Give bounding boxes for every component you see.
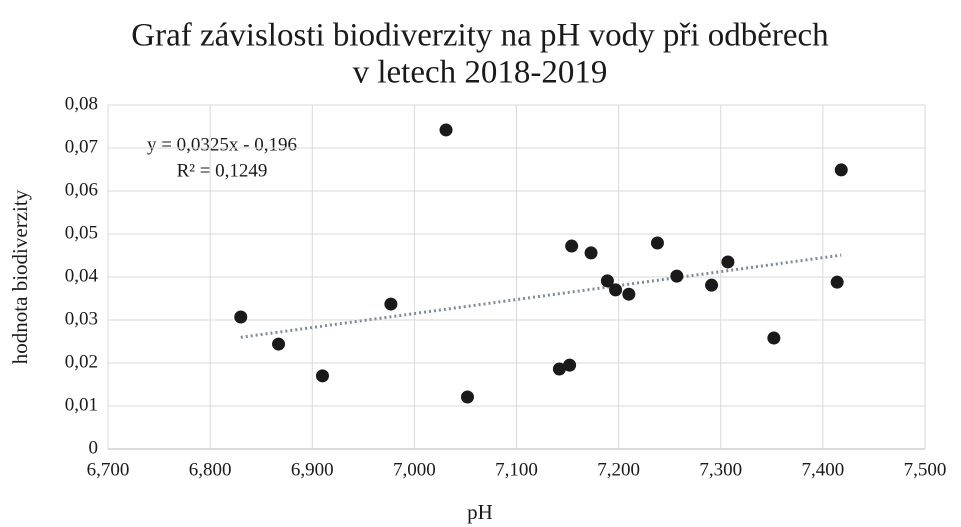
y-tick-label: 0,05 [65,222,98,243]
x-axis-label: pH [467,500,493,524]
point [563,358,577,372]
point [830,275,844,289]
point [234,310,248,324]
x-tick-label: 7,100 [495,459,538,480]
x-tick-label: 7,200 [597,459,640,480]
point [670,269,684,283]
x-tick-label: 6,800 [189,459,232,480]
y-tick-label: 0,03 [65,308,98,329]
y-tick-label: 0,08 [65,93,98,114]
x-tick-label: 6,900 [291,459,334,480]
point [460,390,474,404]
point [272,337,286,351]
x-tick-label: 7,000 [393,459,436,480]
point [584,246,598,260]
point [315,369,329,383]
point [622,287,636,301]
x-tick-label: 7,500 [904,459,947,480]
chart-subtitle: v letech 2018-2019 [353,55,608,91]
y-tick-label: 0,02 [65,351,98,372]
y-tick-label: 0,07 [65,136,98,157]
point [609,283,623,297]
point [565,239,579,253]
y-tick-label: 0,01 [65,394,98,415]
chart-title: Graf závislosti biodiverzity na pH vody … [131,18,829,54]
point [705,278,719,292]
point [767,331,781,345]
point [721,255,735,269]
y-tick-label: 0 [89,437,99,458]
point [552,362,566,376]
y-tick-label: 0,04 [65,265,99,286]
trend-r2: R² = 0,1249 [177,160,268,181]
point [834,163,848,177]
x-tick-label: 7,400 [802,459,845,480]
trendline [240,253,842,339]
point [439,123,453,137]
y-axis-label: hodnota biodiverzity [8,189,32,364]
point [600,274,614,288]
x-tick-label: 6,700 [87,459,130,480]
x-tick-label: 7,300 [699,459,742,480]
point [384,297,398,311]
y-tick-label: 0,06 [65,179,98,200]
point [650,236,664,250]
trend-equation: y = 0,0325x - 0,196 [147,134,297,155]
